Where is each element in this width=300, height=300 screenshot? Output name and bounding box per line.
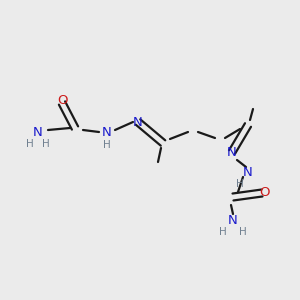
Text: N: N [33,125,43,139]
Text: N: N [133,116,143,128]
Text: H: H [236,179,244,189]
Text: H: H [26,139,34,149]
Text: N: N [102,125,112,139]
Text: H: H [103,140,111,150]
Text: N: N [243,166,253,178]
Text: O: O [259,187,269,200]
Text: H: H [42,139,50,149]
Text: H: H [239,227,247,237]
Text: N: N [227,146,237,158]
Text: N: N [228,214,238,226]
Text: O: O [57,94,67,106]
Text: H: H [219,227,227,237]
